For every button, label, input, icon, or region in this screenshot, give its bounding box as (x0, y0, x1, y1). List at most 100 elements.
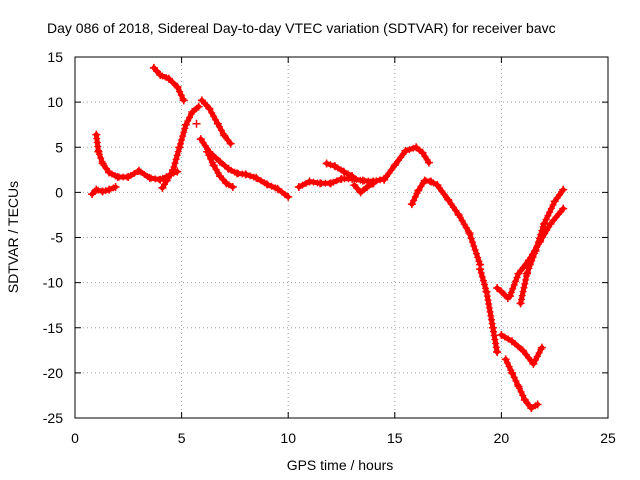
series-arc-4 (149, 63, 188, 105)
data-point-marker (533, 352, 541, 360)
data-series (88, 63, 568, 413)
data-point-marker (542, 215, 550, 223)
data-point (390, 161, 399, 170)
data-point (420, 176, 429, 185)
data-point (407, 200, 416, 209)
data-point-marker (546, 208, 554, 216)
series-arc-10 (322, 159, 357, 181)
data-point (105, 168, 114, 177)
data-point (401, 146, 410, 155)
data-point (181, 120, 190, 129)
data-point (337, 174, 346, 183)
data-point-marker (487, 316, 495, 324)
data-point (493, 348, 502, 357)
data-point (188, 108, 197, 117)
data-point (501, 355, 510, 364)
data-point-marker (186, 113, 194, 121)
data-point-marker (471, 246, 479, 254)
data-point (222, 179, 231, 188)
data-point (162, 176, 171, 185)
data-point-marker (484, 296, 492, 304)
data-point (98, 187, 107, 196)
data-point (233, 169, 242, 178)
data-point (197, 96, 206, 105)
data-point-marker (512, 377, 520, 385)
data-point (363, 182, 372, 191)
y-tick-label: -15 (43, 320, 63, 336)
data-point (196, 135, 205, 144)
data-point (113, 173, 122, 182)
data-point-marker (547, 205, 555, 213)
data-point (488, 323, 497, 332)
data-point (213, 119, 222, 128)
data-point (305, 177, 314, 186)
data-point (124, 173, 133, 182)
data-point (559, 204, 568, 213)
data-point-marker (485, 304, 493, 312)
data-point-marker (478, 273, 486, 281)
data-point (331, 162, 340, 171)
y-tick-label: 15 (47, 49, 63, 65)
data-point (533, 400, 542, 409)
series-arc-5 (192, 119, 201, 128)
data-point-marker (525, 264, 533, 272)
data-point-marker (507, 288, 515, 296)
data-point (241, 170, 250, 179)
y-tick-label: -10 (43, 275, 63, 291)
series-arc-16 (497, 330, 546, 368)
data-point (98, 159, 107, 168)
data-point (527, 404, 536, 413)
series-line (518, 187, 566, 306)
data-point (316, 179, 325, 188)
data-point (205, 104, 214, 113)
data-point (427, 177, 436, 186)
data-point-marker (208, 109, 216, 117)
data-point (497, 330, 506, 339)
y-tick-label: 0 (55, 184, 63, 200)
series-arc-14 (476, 265, 502, 357)
data-point (433, 181, 442, 190)
series-arc-13 (407, 176, 485, 269)
data-point (522, 269, 531, 278)
data-point-marker (490, 332, 498, 340)
data-point (145, 173, 154, 182)
data-point-marker (519, 391, 527, 399)
data-point (537, 343, 546, 352)
data-point-marker (475, 257, 483, 265)
data-point (294, 182, 303, 191)
data-point (228, 182, 237, 191)
data-point-marker (207, 155, 215, 163)
data-point (412, 143, 421, 152)
data-point (505, 292, 514, 301)
data-point-marker (512, 277, 520, 285)
data-point (203, 147, 212, 156)
data-point-marker (405, 146, 413, 154)
data-point-marker (173, 151, 181, 159)
series-arc-6 (196, 135, 293, 201)
grid-lines (75, 57, 608, 418)
data-point (149, 63, 158, 72)
data-point (540, 219, 549, 228)
data-point (465, 228, 474, 237)
series-arc-7 (197, 96, 235, 148)
data-point-marker (469, 238, 477, 246)
data-point (493, 284, 502, 293)
data-point (350, 181, 359, 190)
y-tick-label: -25 (43, 410, 63, 426)
data-point (356, 188, 365, 197)
data-point (226, 139, 235, 148)
data-point-marker (544, 212, 552, 220)
data-point (134, 166, 143, 175)
x-tick-label: 10 (280, 430, 296, 446)
x-axis-label: GPS time / hours (287, 457, 394, 473)
data-point (92, 130, 101, 139)
data-point-marker (519, 288, 527, 296)
data-point-marker (518, 292, 526, 300)
data-point-marker (533, 242, 541, 250)
data-point-marker (517, 388, 525, 396)
data-point (273, 184, 282, 193)
data-point-marker (474, 253, 482, 261)
data-point-marker (174, 148, 182, 156)
